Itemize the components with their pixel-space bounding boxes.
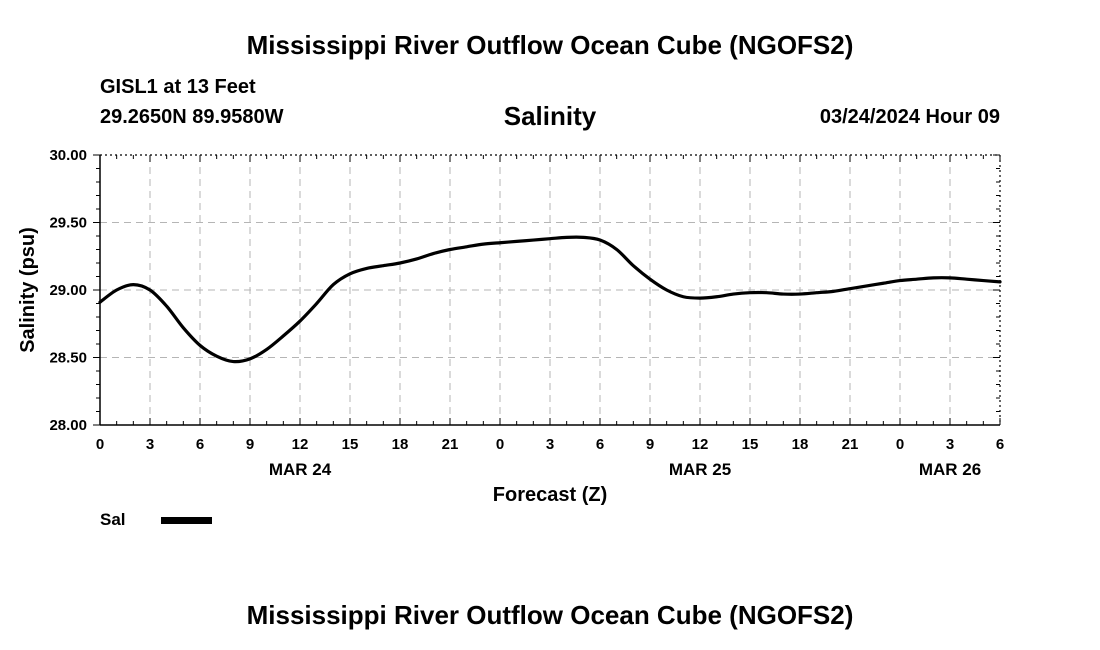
- x-tick-label: 21: [442, 436, 459, 453]
- x-tick-label: 21: [842, 436, 859, 453]
- y-tick-label: 29.50: [49, 215, 87, 232]
- x-tick-label: 9: [646, 436, 654, 453]
- date-label: MAR 26: [919, 460, 981, 479]
- x-tick-label: 3: [546, 436, 554, 453]
- series-line-sal: [98, 235, 1002, 364]
- chart-title: Salinity: [503, 101, 597, 131]
- x-tick-label: 15: [742, 436, 759, 453]
- x-tick-label: 15: [342, 436, 359, 453]
- chart-main-title: Mississippi River Outflow Ocean Cube (NG…: [246, 30, 854, 60]
- y-tick-label: 30.00: [49, 147, 87, 164]
- x-axis-label: Forecast (Z): [493, 484, 607, 506]
- x-tick-label: 12: [292, 436, 309, 453]
- x-tick-label: 6: [196, 436, 204, 453]
- y-tick-label: 29.00: [49, 282, 87, 299]
- x-tick-label: 0: [496, 436, 504, 453]
- legend-swatch: [161, 517, 212, 524]
- x-tick-label: 3: [146, 436, 154, 453]
- legend-label: Sal: [100, 510, 126, 529]
- y-tick-label: 28.50: [49, 350, 87, 367]
- chart-footer-title: Mississippi River Outflow Ocean Cube (NG…: [246, 600, 854, 630]
- x-tick-label: 6: [996, 436, 1004, 453]
- x-tick-label: 18: [392, 436, 409, 453]
- x-tick-label: 0: [896, 436, 904, 453]
- date-label: MAR 25: [669, 460, 731, 479]
- station-label: GISL1 at 13 Feet: [100, 76, 256, 98]
- y-tick-label: 28.00: [49, 417, 87, 434]
- x-tick-label: 0: [96, 436, 104, 453]
- x-tick-label: 12: [692, 436, 709, 453]
- y-axis-label: Salinity (psu): [17, 227, 39, 353]
- date-label: MAR 24: [269, 460, 332, 479]
- x-tick-label: 18: [792, 436, 809, 453]
- station-coordinates: 29.2650N 89.9580W: [100, 106, 284, 128]
- x-tick-label: 3: [946, 436, 954, 453]
- x-tick-label: 9: [246, 436, 254, 453]
- x-tick-label: 6: [596, 436, 604, 453]
- forecast-datetime: 03/24/2024 Hour 09: [819, 106, 1000, 128]
